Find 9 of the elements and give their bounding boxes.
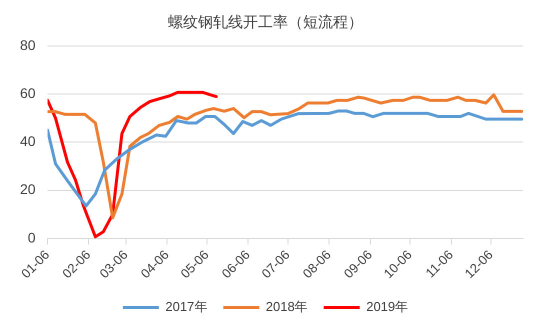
y-tick-label: 80: [20, 36, 36, 53]
y-tick-label: 0: [28, 229, 36, 246]
legend-label: 2019年: [366, 299, 408, 314]
y-tick-label: 60: [20, 84, 36, 101]
legend-label: 2017年: [165, 299, 208, 314]
y-tick-label: 40: [20, 133, 36, 150]
legend-label: 2018年: [266, 299, 308, 314]
chart-title: 螺纹钢轧线开工率（短流程）: [168, 14, 363, 32]
y-tick-label: 20: [20, 181, 36, 198]
